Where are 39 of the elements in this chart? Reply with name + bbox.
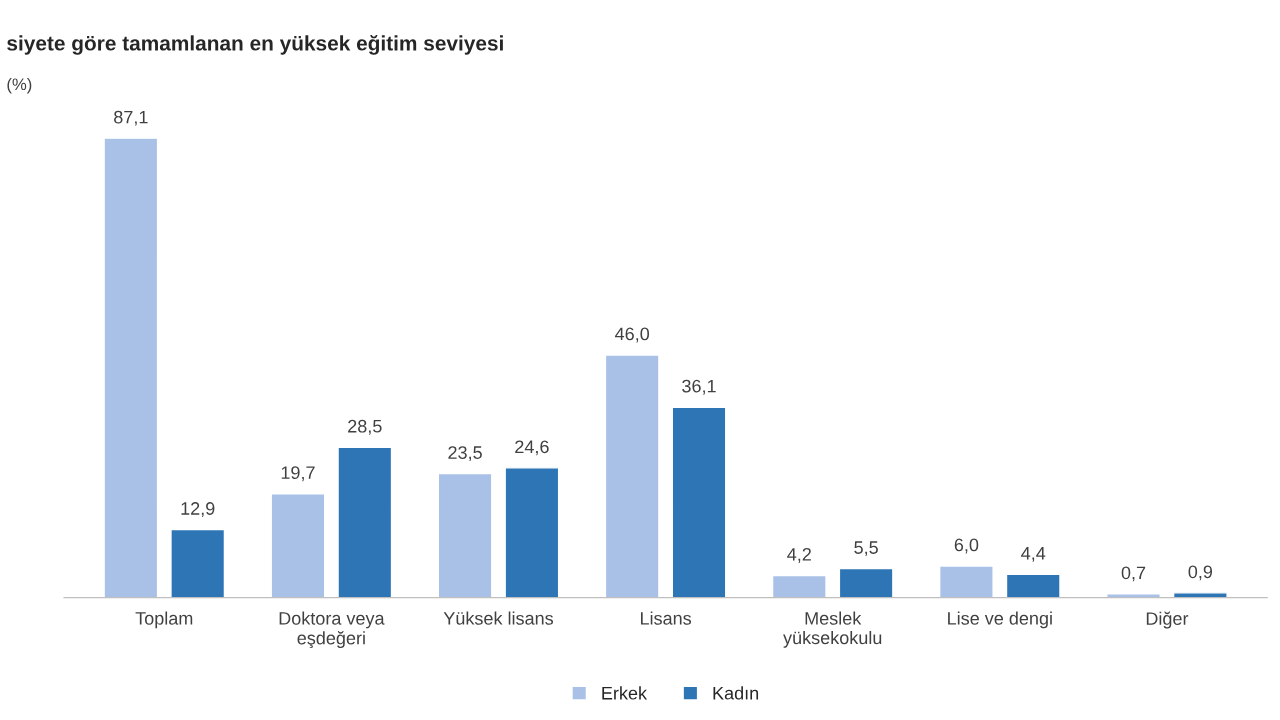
data-label: 0,7 xyxy=(1121,566,1146,582)
bar xyxy=(270,492,326,598)
data-label: 0,9 xyxy=(1188,565,1213,581)
data-label: 4,2 xyxy=(787,547,811,563)
data-label: 36,1 xyxy=(682,379,716,395)
y-axis-title: (%) xyxy=(7,77,32,94)
x-tick-label: Toplam xyxy=(135,611,193,629)
x-tick-label: Diğer xyxy=(1146,611,1189,629)
bar xyxy=(504,467,560,598)
data-label: 87,1 xyxy=(114,110,148,126)
data-label: 28,5 xyxy=(348,419,382,435)
bar xyxy=(771,574,827,598)
data-label: 24,6 xyxy=(515,440,549,456)
data-label: 46,0 xyxy=(615,327,650,343)
bar xyxy=(1005,573,1061,598)
bar xyxy=(671,406,727,598)
bar xyxy=(1172,592,1228,598)
data-label: 23,5 xyxy=(448,446,482,462)
bar xyxy=(938,565,994,598)
bar xyxy=(437,472,493,598)
bar xyxy=(604,354,660,598)
x-tick-label: Lise ve dengi xyxy=(948,611,1052,629)
data-label: 5,5 xyxy=(854,541,878,557)
data-label: 19,7 xyxy=(281,466,315,482)
data-label: 12,9 xyxy=(181,502,215,518)
legend-label: Kadın xyxy=(713,686,759,700)
x-tick-label: Lisans xyxy=(640,611,692,625)
chart-title: siyete göre tamamlanan en yüksek eğitim seviyesi xyxy=(7,35,503,55)
bar xyxy=(103,137,159,598)
x-tick-label: Meslek yüksekokulu xyxy=(783,611,882,648)
bar xyxy=(1106,593,1161,598)
data-label: 4,4 xyxy=(1021,547,1046,562)
x-tick-label: Yüksek lisans xyxy=(443,611,554,625)
data-label: 6,0 xyxy=(954,538,979,554)
x-tick-label: Doktora veya eşdeğeri xyxy=(279,611,385,649)
bar xyxy=(337,446,393,598)
bar xyxy=(838,567,894,598)
bar xyxy=(170,528,226,598)
legend-label: Erkek xyxy=(602,686,648,700)
